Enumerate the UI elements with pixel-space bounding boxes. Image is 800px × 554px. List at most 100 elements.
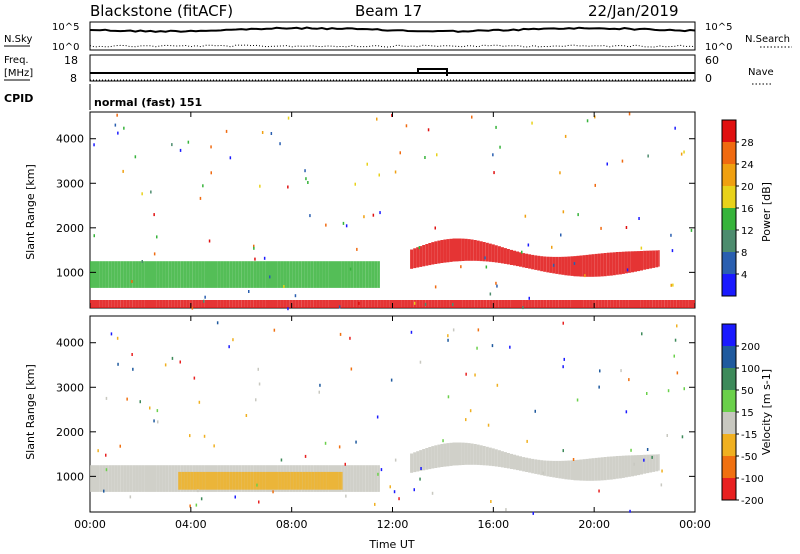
heatmap-cell <box>615 456 619 479</box>
heatmap-cell <box>631 455 634 477</box>
speckle <box>256 483 258 487</box>
heatmap-cell <box>214 300 217 308</box>
speckle <box>110 332 113 336</box>
heatmap-cell <box>362 465 366 492</box>
speckle <box>126 397 128 401</box>
heatmap-cell <box>265 300 269 308</box>
heatmap-cell <box>452 442 456 466</box>
speckle <box>208 239 211 243</box>
speckle <box>524 214 527 218</box>
heatmap-cell <box>591 254 595 277</box>
heatmap-cell <box>576 459 580 481</box>
heatmap-cell <box>368 300 372 308</box>
heatmap-cell <box>443 443 447 467</box>
heatmap-cell <box>311 471 315 490</box>
heatmap-cell <box>192 261 196 288</box>
colorbar-tick-label: 28 <box>741 138 754 149</box>
heatmap-cell <box>458 442 462 466</box>
heatmap-cell <box>634 300 638 308</box>
heatmap-cell <box>126 300 130 308</box>
y-tick-label: 4000 <box>56 337 84 350</box>
heatmap-cell <box>269 471 272 490</box>
heatmap-cell <box>603 457 607 481</box>
heatmap-cell <box>685 300 689 308</box>
heatmap-cell <box>159 261 163 288</box>
heatmap-cell <box>637 455 640 476</box>
heatmap-cell <box>506 249 510 265</box>
speckle <box>261 131 264 134</box>
speckle <box>234 495 236 499</box>
colorbar-tick-label: 8 <box>741 248 747 259</box>
speckle <box>476 346 478 350</box>
heatmap-cell <box>274 261 278 288</box>
speckle <box>505 508 507 512</box>
freq-series <box>90 68 695 76</box>
speckle <box>131 353 133 356</box>
speckle <box>629 509 631 513</box>
heatmap-cell <box>362 300 366 308</box>
heatmap-cell <box>646 250 650 270</box>
heatmap-cell <box>652 454 656 472</box>
heatmap-cell <box>570 256 574 276</box>
heatmap-cell <box>281 471 285 490</box>
colorbar-segment <box>722 390 736 412</box>
heatmap-cell <box>579 459 583 481</box>
speckle <box>485 265 488 269</box>
speckle <box>394 170 397 174</box>
heatmap-cell <box>241 300 245 308</box>
heatmap-cell <box>114 465 118 492</box>
speckle <box>153 252 156 256</box>
speckle <box>551 245 553 249</box>
heatmap-cell <box>585 254 589 277</box>
heatmap-cell <box>371 465 375 492</box>
heatmap-cell <box>474 300 478 308</box>
speckle <box>105 468 108 472</box>
speckle <box>164 363 167 367</box>
heatmap-cell <box>476 444 480 465</box>
colorbar-segment <box>722 252 736 274</box>
heatmap-cell <box>507 300 511 308</box>
heatmap-cell <box>147 261 151 288</box>
heatmap-cell <box>96 465 99 492</box>
heatmap-cell <box>519 252 522 267</box>
heatmap-cell <box>362 261 366 288</box>
heatmap-cell <box>609 456 613 480</box>
heatmap-cell <box>655 250 659 268</box>
speckle <box>598 489 600 493</box>
speckle <box>641 332 643 336</box>
speckle <box>203 434 206 438</box>
heatmap-cell <box>407 300 411 308</box>
heatmap-cell <box>111 300 115 308</box>
heatmap-cell <box>165 300 169 308</box>
speckle <box>572 458 575 461</box>
speckle <box>210 145 212 149</box>
heatmap-cell <box>141 300 145 308</box>
heatmap-cell <box>534 300 538 308</box>
heatmap-cell <box>461 442 465 465</box>
heatmap-cell <box>259 261 263 288</box>
speckle <box>606 162 608 166</box>
speckle <box>499 145 501 149</box>
heatmap-cell <box>156 300 160 308</box>
speckle <box>562 321 564 325</box>
heatmap-cell <box>256 300 260 308</box>
heatmap-cell <box>344 465 348 492</box>
heatmap-cell <box>310 261 314 288</box>
heatmap-cell <box>637 300 641 308</box>
heatmap-cell <box>428 243 432 266</box>
heatmap-cell <box>114 300 118 308</box>
heatmap-cell <box>296 471 300 490</box>
heatmap-cell <box>425 244 429 266</box>
heatmap-cell <box>365 465 369 492</box>
speckle <box>213 444 215 448</box>
heatmap-cell <box>192 300 196 308</box>
speckle <box>179 360 181 364</box>
heatmap-cell <box>96 300 99 308</box>
heatmap-cell <box>235 471 239 490</box>
colorbar-segment <box>722 164 736 186</box>
heatmap-cell <box>500 451 504 468</box>
heatmap-cell <box>186 261 190 288</box>
heatmap-cell <box>480 300 484 308</box>
speckle <box>355 440 357 444</box>
speckle <box>527 243 530 247</box>
